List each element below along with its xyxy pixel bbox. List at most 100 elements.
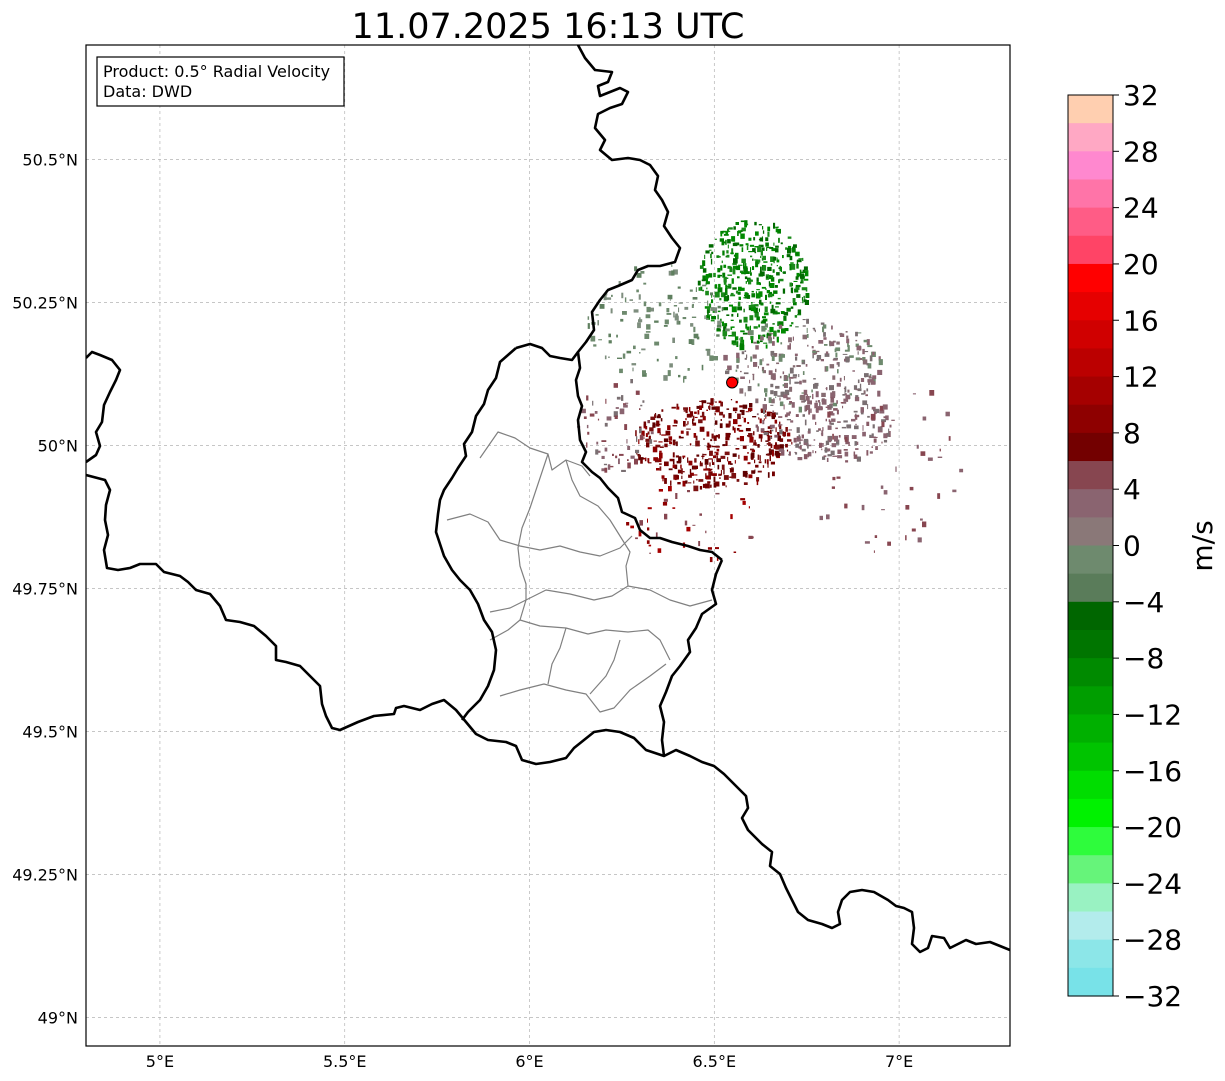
velocity-pixel: [750, 335, 754, 340]
velocity-pixel: [784, 382, 788, 388]
velocity-pixel: [698, 479, 704, 482]
velocity-pixel: [642, 370, 646, 375]
colorbar-segment: [1068, 629, 1113, 659]
velocity-pixel: [717, 320, 722, 326]
map-area[interactable]: [85, 44, 1011, 1047]
velocity-pixel: [744, 273, 746, 275]
velocity-pixel: [740, 287, 745, 291]
velocity-pixel: [772, 323, 775, 325]
velocity-pixel: [601, 468, 607, 472]
colorbar-tick-label: −28: [1123, 924, 1182, 957]
colorbar-segment: [1068, 601, 1113, 631]
velocity-pixel: [674, 476, 677, 481]
velocity-pixel: [881, 509, 885, 511]
velocity-pixel: [877, 390, 881, 397]
velocity-pixel: [778, 324, 783, 329]
velocity-pixel: [825, 387, 828, 390]
velocity-pixel: [802, 379, 807, 383]
velocity-pixel: [770, 308, 776, 314]
velocity-pixel: [716, 458, 721, 463]
velocity-pixel: [749, 436, 754, 443]
velocity-pixel: [814, 350, 820, 353]
velocity-pixel: [804, 300, 809, 305]
velocity-pixel: [798, 406, 802, 413]
velocity-pixel: [804, 405, 807, 412]
velocity-pixel: [761, 286, 766, 289]
velocity-pixel: [743, 262, 745, 269]
colorbar-segment: [1068, 967, 1113, 997]
velocity-pixel: [730, 514, 733, 520]
velocity-pixel: [762, 316, 766, 319]
velocity-pixel: [862, 357, 866, 361]
velocity-pixel: [714, 451, 717, 453]
radar-site-marker[interactable]: [726, 376, 739, 389]
velocity-pixel: [725, 370, 730, 375]
velocity-pixel: [657, 548, 662, 553]
velocity-pixel: [595, 449, 599, 455]
velocity-pixel: [615, 455, 618, 459]
velocity-pixel: [885, 415, 889, 421]
velocity-pixel: [645, 314, 651, 319]
velocity-pixel: [660, 446, 664, 448]
velocity-pixel: [770, 263, 773, 266]
colorbar-tick-label: 12: [1123, 361, 1159, 394]
velocity-pixel: [774, 419, 778, 424]
velocity-pixel: [642, 400, 645, 403]
velocity-pixel: [759, 418, 762, 424]
velocity-pixel: [795, 443, 800, 448]
velocity-pixel: [768, 274, 772, 280]
velocity-pixel: [768, 449, 774, 455]
velocity-pixel: [738, 286, 742, 291]
velocity-pixel: [647, 458, 650, 463]
velocity-pixel: [732, 287, 737, 290]
velocity-pixel: [581, 408, 586, 414]
velocity-pixel: [739, 270, 744, 273]
colorbar-segment: [1068, 376, 1113, 406]
velocity-pixel: [696, 479, 698, 481]
velocity-pixel: [780, 342, 783, 345]
velocity-pixel: [763, 432, 769, 436]
velocity-pixel: [731, 306, 737, 313]
velocity-pixel: [647, 507, 652, 510]
velocity-pixel: [603, 463, 607, 466]
velocity-pixel: [920, 518, 923, 521]
velocity-pixel: [702, 260, 706, 266]
velocity-pixel: [880, 426, 882, 431]
velocity-pixel: [644, 333, 650, 339]
velocity-pixel: [738, 429, 744, 432]
velocity-pixel: [807, 344, 809, 347]
velocity-pixel: [694, 458, 697, 463]
velocity-pixel: [702, 275, 706, 281]
velocity-pixel: [678, 456, 682, 463]
velocity-pixel: [740, 336, 744, 341]
velocity-pixel: [825, 406, 831, 408]
velocity-pixel: [846, 335, 849, 339]
velocity-pixel: [669, 299, 671, 301]
velocity-pixel: [669, 363, 673, 368]
velocity-pixel: [873, 438, 877, 443]
velocity-pixel: [677, 482, 681, 485]
velocity-pixel: [822, 324, 827, 329]
velocity-pixel: [743, 316, 748, 323]
velocity-pixel: [740, 498, 746, 501]
velocity-pixel: [737, 306, 742, 311]
velocity-pixel: [715, 406, 720, 412]
velocity-pixel: [714, 420, 718, 425]
velocity-pixel: [781, 450, 785, 456]
velocity-pixel: [682, 480, 686, 487]
velocity-pixel: [788, 454, 790, 456]
velocity-pixel: [668, 436, 673, 441]
velocity-pixel: [640, 458, 643, 464]
velocity-pixel: [821, 392, 826, 397]
velocity-pixel: [732, 237, 735, 242]
velocity-pixel: [715, 445, 720, 448]
velocity-pixel: [779, 429, 783, 435]
velocity-pixel: [762, 369, 764, 374]
velocity-pixel: [664, 461, 669, 467]
velocity-pixel: [785, 443, 788, 448]
velocity-pixel: [776, 272, 780, 276]
velocity-pixel: [723, 295, 728, 302]
velocity-pixel: [742, 416, 744, 418]
velocity-pixel: [871, 406, 876, 410]
velocity-pixel: [723, 276, 727, 283]
